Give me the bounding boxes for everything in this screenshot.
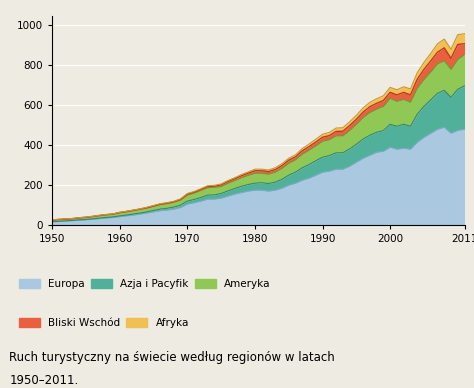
- Legend: Bliski Wschód, Afryka: Bliski Wschód, Afryka: [15, 314, 193, 333]
- Text: 1950–2011.: 1950–2011.: [9, 374, 79, 387]
- Text: Ruch turystyczny na świecie według regionów w latach: Ruch turystyczny na świecie według regio…: [9, 351, 335, 364]
- Legend: Europa, Azja i Pacyfik, Ameryka: Europa, Azja i Pacyfik, Ameryka: [15, 275, 274, 294]
